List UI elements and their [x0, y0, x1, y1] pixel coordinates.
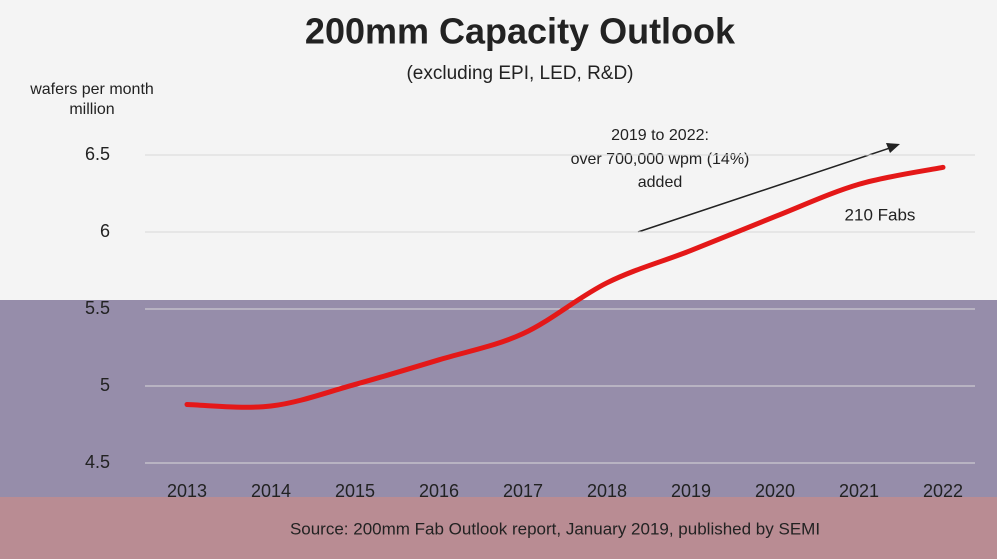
x-tick-label: 2019 — [671, 481, 711, 501]
x-tick-label: 2018 — [587, 481, 627, 501]
background-top — [0, 0, 997, 300]
x-tick-label: 2016 — [419, 481, 459, 501]
x-tick-label: 2015 — [335, 481, 375, 501]
y-tick-label: 6 — [100, 221, 110, 241]
line — [184, 164, 946, 410]
annotation: added — [638, 174, 683, 191]
y-tick-label: 4.5 — [85, 452, 110, 472]
x-tick-label: 2020 — [755, 481, 795, 501]
arrow-line — [637, 147, 891, 233]
annotation: 210 Fabs — [845, 205, 916, 224]
x-tick-label: 2014 — [251, 481, 291, 501]
x-tick-label: 2021 — [839, 481, 879, 501]
chart-subtitle: (excluding EPI, LED, R&D) — [406, 63, 633, 84]
y-tick-label: 5.5 — [85, 298, 110, 318]
arrow-head — [886, 143, 900, 153]
x-tick-label: 2013 — [167, 481, 207, 501]
background-bottom — [0, 497, 997, 559]
background-middle — [0, 300, 997, 497]
y-axis-label: million — [69, 101, 114, 118]
y-tick-label: 6.5 — [85, 144, 110, 164]
annotation: 2019 to 2022: — [611, 127, 709, 144]
chart-title: 200mm Capacity Outlook — [305, 11, 736, 52]
source: Source: 200mm Fab Outlook report, Januar… — [290, 519, 820, 538]
x-tick-label: 2017 — [503, 481, 543, 501]
y-tick-label: 5 — [100, 375, 110, 395]
y-axis-label: wafers per month — [29, 81, 154, 98]
x-tick-label: 2022 — [923, 481, 963, 501]
annotation: over 700,000 wpm (14%) — [571, 151, 750, 168]
